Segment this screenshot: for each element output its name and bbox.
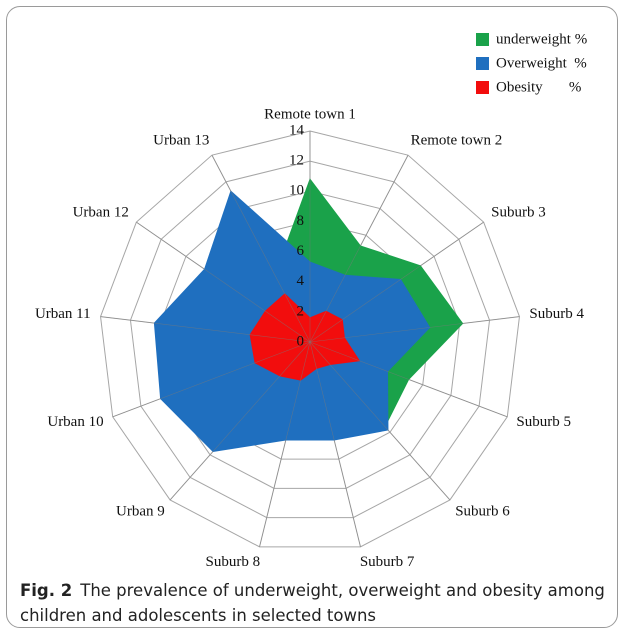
category-label: Suburb 5 [516, 414, 571, 430]
category-label: Suburb 3 [491, 204, 546, 220]
category-label: Urban 12 [73, 204, 129, 220]
spoke-front [259, 341, 311, 547]
grid-ring [159, 190, 461, 489]
legend-label: Obesity % [496, 79, 581, 95]
r-tick-label: 10 [289, 183, 304, 199]
spoke-front [309, 316, 520, 343]
spoke-front [169, 341, 311, 501]
r-tick-label: 6 [297, 243, 305, 259]
caption: Fig. 2 The prevalence of underweight, ove… [20, 578, 610, 628]
spoke-front [309, 341, 508, 418]
spoke-front [309, 341, 451, 501]
category-label: Urban 13 [153, 132, 209, 148]
r-tick-label: 4 [297, 273, 305, 289]
spoke-front [112, 341, 311, 418]
legend-label: Overweight % [496, 55, 587, 71]
category-label: Remote town 2 [411, 132, 503, 148]
spoke-front [100, 316, 311, 343]
category-label: Urban 10 [47, 414, 103, 430]
caption-text: The prevalence of underweight, overweigh… [20, 581, 605, 625]
r-tick-label: 0 [297, 333, 305, 349]
category-label: Suburb 6 [455, 503, 510, 519]
series-area [249, 293, 361, 381]
legend-swatch [476, 33, 489, 46]
spoke-front [309, 341, 361, 547]
spoke-front [136, 221, 311, 343]
spoke-front [211, 155, 311, 343]
grid-ring [129, 160, 491, 519]
spoke-front [309, 155, 409, 343]
category-label: Suburb 8 [206, 554, 261, 570]
category-label: Urban 9 [116, 503, 165, 519]
category-label: Suburb 7 [360, 554, 415, 570]
r-tick-label: 8 [297, 213, 305, 229]
category-label: Remote town 1 [264, 106, 356, 122]
r-tick-label: 14 [289, 122, 305, 138]
legend-label: underweight % [496, 31, 587, 47]
r-tick-label: 12 [289, 153, 304, 169]
frame [6, 6, 618, 628]
category-label: Urban 11 [35, 306, 91, 322]
legend-swatch [476, 57, 489, 70]
caption-label: Fig. 2 [20, 581, 73, 600]
grid-ring [100, 130, 520, 548]
category-label: Suburb 4 [529, 306, 584, 322]
spoke-front [309, 221, 484, 343]
legend-swatch [476, 81, 489, 94]
r-tick-label: 2 [297, 303, 305, 319]
